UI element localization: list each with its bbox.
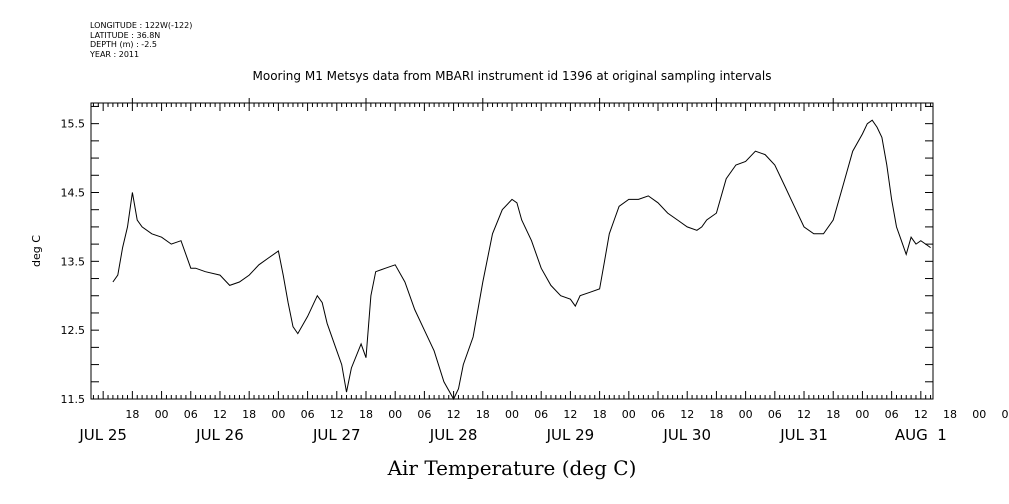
- x-hour-label: 06: [534, 408, 548, 421]
- x-day-labels: JUL 25 JUL 26 JUL 27 JUL 28 JUL 29 JUL 30 JUL …: [78, 426, 946, 444]
- x-hour-label: 06: [885, 408, 899, 421]
- x-day-label: JUL 28: [429, 426, 478, 444]
- x-hour-label: 06: [301, 408, 315, 421]
- y-tick-labels: 11.5 12.5 13.5 14.5 15.5: [61, 118, 86, 406]
- x-hour-label: 18: [826, 408, 840, 421]
- x-day-label: JUL 31: [779, 426, 828, 444]
- x-hour-label: 00: [388, 408, 402, 421]
- x-hour-label: 12: [330, 408, 344, 421]
- x-hour-label: 00: [972, 408, 986, 421]
- plot-frame: [90, 102, 934, 400]
- x-hour-label: 06: [184, 408, 198, 421]
- x-hour-label: 00: [739, 408, 753, 421]
- y-tick-label: 14.5: [61, 186, 86, 199]
- x-hour-label: 18: [242, 408, 256, 421]
- x-hour-label: 12: [680, 408, 694, 421]
- x-hour-label: 00: [622, 408, 636, 421]
- x-hour-label: 12: [797, 408, 811, 421]
- year-label: YEAR : 2011: [90, 49, 140, 59]
- x-hour-label: 06: [651, 408, 665, 421]
- x-hour-label: 06: [768, 408, 782, 421]
- x-day-label: JUL 26: [195, 426, 244, 444]
- chart-title: Mooring M1 Metsys data from MBARI instru…: [253, 69, 772, 83]
- x-hour-label: 18: [359, 408, 373, 421]
- x-tick-labels: 18 00 06 12 18 00 06 12 18 00 06 12 18 00 06 12 18 00 06 12…: [125, 408, 1009, 421]
- y-axis-label: deg C: [30, 235, 43, 267]
- x-day-label: JUL 27: [312, 426, 361, 444]
- x-hour-label: 00: [155, 408, 169, 421]
- x-day-label: JUL 25: [78, 426, 127, 444]
- y-tick-label: 12.5: [61, 324, 86, 337]
- x-hour-label: 18: [125, 408, 139, 421]
- y-tick-label: 13.5: [61, 255, 86, 268]
- x-hour-label: 12: [213, 408, 227, 421]
- x-hour-label: 12: [447, 408, 461, 421]
- x-day-label: JUL 30: [662, 426, 711, 444]
- x-hour-label: 00: [271, 408, 285, 421]
- x-hour-label: 18: [709, 408, 723, 421]
- latitude-label: LATITUDE : 36.8N: [90, 30, 161, 40]
- x-hour-label: 06: [1001, 408, 1009, 421]
- y-tick-label: 11.5: [61, 393, 86, 406]
- x-day-label: JUL 29: [546, 426, 595, 444]
- depth-label: DEPTH (m) : -2.5: [90, 40, 157, 49]
- x-hour-label: 18: [943, 408, 957, 421]
- longitude-label: LONGITUDE : 122W(-122): [90, 21, 193, 30]
- air-temperature-series-line: [112, 119, 931, 401]
- x-hour-label: 12: [563, 408, 577, 421]
- x-day-label: AUG 1: [895, 426, 947, 444]
- x-hour-label: 00: [505, 408, 519, 421]
- y-tick-label: 15.5: [61, 118, 86, 131]
- axis-ticks: [91, 98, 933, 400]
- metadata-block: LONGITUDE : 122W(-122) LATITUDE : 36.8N …: [90, 21, 192, 59]
- x-hour-label: 00: [855, 408, 869, 421]
- x-hour-label: 18: [476, 408, 490, 421]
- x-axis-label: Air Temperature (deg C): [387, 456, 637, 480]
- x-hour-label: 18: [593, 408, 607, 421]
- x-hour-label: 06: [417, 408, 431, 421]
- x-hour-label: 12: [914, 408, 928, 421]
